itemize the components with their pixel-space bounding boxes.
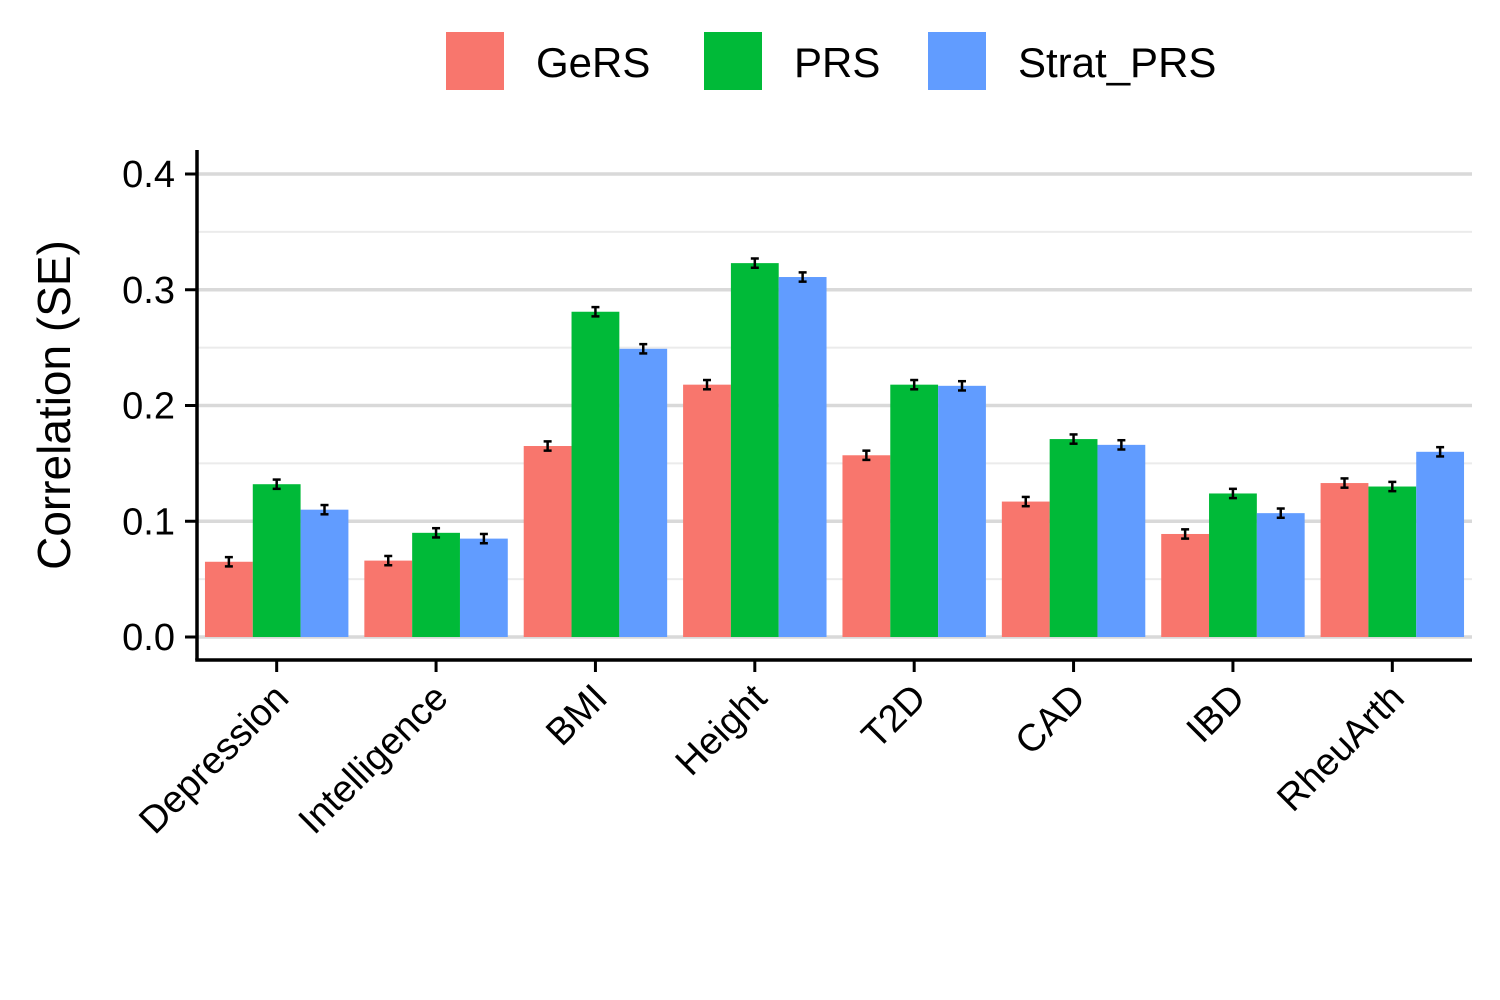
y-tick-label: 0.4	[122, 154, 175, 196]
x-tick-label: RheuArth	[1269, 677, 1412, 820]
bar-PRS-Height	[730, 263, 779, 637]
x-tick-label: T2D	[854, 677, 934, 757]
y-tick-label: 0.2	[122, 386, 175, 428]
error-bar-PRS-Height	[750, 257, 759, 270]
error-bar-Strat_PRS-CAD	[1117, 438, 1126, 451]
error-bar-Strat_PRS-Intelligence	[479, 532, 488, 545]
bar-Strat_PRS-Height	[778, 277, 827, 637]
bar-PRS-BMI	[571, 311, 620, 637]
x-tick-label: CAD	[1007, 677, 1093, 763]
y-axis-title: Correlation (SE)	[28, 240, 80, 570]
bar-Strat_PRS-IBD	[1256, 513, 1305, 637]
bar-Strat_PRS-Depression	[300, 509, 349, 637]
x-tick-label: BMI	[538, 677, 615, 754]
error-bar-PRS-Depression	[272, 478, 281, 491]
bar-GeRS-Depression	[204, 561, 253, 637]
legend-label: GeRS	[536, 39, 650, 86]
error-bar-PRS-T2D	[910, 378, 919, 391]
legend-item-Strat_PRS: Strat_PRS	[928, 32, 1216, 90]
error-bar-GeRS-Height	[703, 378, 711, 391]
legend-label: Strat_PRS	[1018, 39, 1216, 86]
error-bar-GeRS-Depression	[224, 555, 233, 568]
error-bar-Strat_PRS-Height	[798, 271, 807, 283]
error-bar-GeRS-BMI	[543, 440, 552, 452]
error-bar-Strat_PRS-T2D	[958, 379, 966, 392]
y-tick-label: 0.0	[122, 617, 175, 659]
error-bar-PRS-IBD	[1228, 487, 1237, 500]
x-tick-label: Depression	[131, 677, 297, 843]
bars	[204, 263, 1465, 637]
y-tick-label: 0.1	[122, 501, 175, 543]
bar-Strat_PRS-RheuArth	[1416, 451, 1465, 637]
y-axis-ticks: 0.0 0.1 0.2 0.3 0.4	[122, 154, 197, 659]
legend-key	[446, 32, 504, 90]
error-bars	[224, 257, 1445, 568]
y-tick-label: 0.3	[122, 270, 175, 312]
error-bar-Strat_PRS-RheuArth	[1436, 445, 1445, 458]
bar-Strat_PRS-CAD	[1097, 444, 1146, 637]
legend-label: PRS	[794, 39, 880, 86]
bar-GeRS-T2D	[842, 455, 891, 637]
legend-key	[928, 32, 986, 90]
bar-GeRS-IBD	[1161, 533, 1210, 637]
bar-GeRS-Intelligence	[364, 560, 413, 637]
legend: GeRS PRS Strat_PRS	[446, 32, 1216, 90]
error-bar-GeRS-IBD	[1181, 528, 1190, 540]
legend-item-PRS: PRS	[704, 32, 880, 90]
error-bar-GeRS-Intelligence	[384, 554, 393, 567]
x-tick-label: IBD	[1179, 677, 1254, 752]
bar-Strat_PRS-T2D	[938, 385, 986, 637]
error-bar-Strat_PRS-Depression	[320, 503, 329, 516]
error-bar-PRS-BMI	[591, 305, 600, 318]
bar-PRS-RheuArth	[1368, 486, 1417, 637]
bar-PRS-CAD	[1049, 439, 1098, 637]
bar-PRS-T2D	[890, 384, 939, 637]
error-bar-Strat_PRS-BMI	[639, 342, 648, 355]
bar-GeRS-CAD	[1001, 501, 1050, 637]
bar-GeRS-Height	[683, 384, 731, 637]
x-tick-label: Height	[668, 676, 776, 784]
error-bar-GeRS-T2D	[862, 449, 871, 462]
legend-item-GeRS: GeRS	[446, 32, 650, 90]
bar-PRS-IBD	[1209, 493, 1257, 637]
bar-GeRS-BMI	[523, 446, 572, 637]
bar-PRS-Intelligence	[412, 532, 460, 637]
legend-key	[704, 32, 762, 90]
bar-PRS-Depression	[252, 484, 301, 637]
bar-Strat_PRS-BMI	[619, 348, 668, 637]
error-bar-Strat_PRS-IBD	[1276, 507, 1285, 520]
error-bar-PRS-Intelligence	[432, 526, 441, 539]
error-bar-PRS-RheuArth	[1388, 480, 1397, 493]
bar-Strat_PRS-Intelligence	[459, 538, 508, 637]
error-bar-GeRS-RheuArth	[1340, 477, 1349, 489]
x-tick-label: Intelligence	[291, 677, 457, 843]
error-bar-GeRS-CAD	[1021, 495, 1030, 508]
error-bar-PRS-CAD	[1069, 433, 1078, 445]
bar-GeRS-RheuArth	[1320, 483, 1369, 637]
